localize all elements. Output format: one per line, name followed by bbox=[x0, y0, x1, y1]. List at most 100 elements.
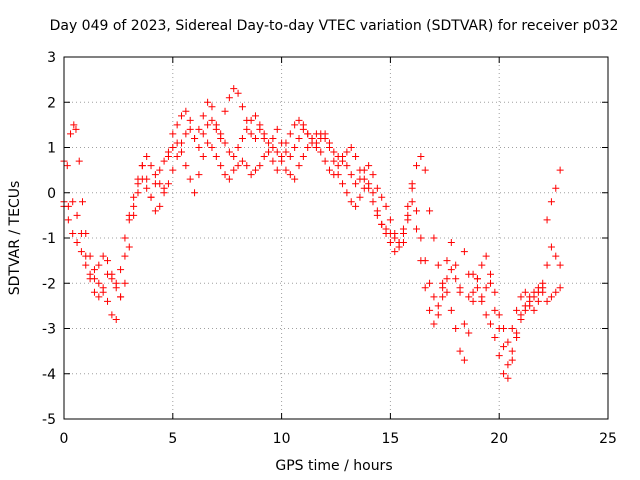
data-point bbox=[508, 325, 516, 332]
data-point bbox=[513, 329, 521, 337]
data-point bbox=[269, 134, 277, 142]
data-point bbox=[347, 198, 355, 206]
data-point bbox=[108, 270, 116, 278]
data-point bbox=[552, 288, 560, 296]
data-point bbox=[369, 171, 377, 179]
data-point bbox=[360, 166, 368, 174]
data-point bbox=[195, 144, 203, 151]
data-point bbox=[552, 252, 560, 260]
data-point bbox=[517, 315, 525, 323]
data-point bbox=[404, 216, 412, 224]
data-point bbox=[112, 315, 120, 323]
data-point bbox=[208, 103, 216, 111]
data-point bbox=[238, 157, 246, 165]
data-point bbox=[69, 198, 77, 206]
data-point bbox=[208, 116, 216, 124]
data-point bbox=[195, 171, 203, 179]
data-point bbox=[330, 148, 338, 156]
y-tick-label: -1 bbox=[42, 231, 56, 247]
y-tick-label: -4 bbox=[42, 367, 56, 383]
data-point bbox=[82, 252, 90, 260]
data-point bbox=[95, 293, 103, 301]
data-point bbox=[395, 239, 403, 247]
data-point bbox=[356, 175, 364, 183]
data-point bbox=[247, 130, 255, 138]
axis-ticks: 0 5 10 15 20 25 -5 -4 -3 -2 -1 0 1 2 3 bbox=[42, 50, 617, 447]
data-point bbox=[212, 125, 220, 133]
data-point bbox=[482, 252, 490, 260]
data-point bbox=[221, 171, 229, 179]
data-point bbox=[330, 171, 338, 179]
data-point bbox=[256, 162, 264, 170]
data-point bbox=[352, 180, 360, 188]
data-point bbox=[130, 202, 138, 210]
data-point bbox=[439, 293, 447, 301]
data-point bbox=[247, 116, 255, 124]
data-point bbox=[295, 134, 303, 142]
data-point bbox=[486, 270, 494, 278]
data-point bbox=[347, 171, 355, 179]
data-point bbox=[269, 144, 277, 151]
data-point bbox=[169, 144, 177, 151]
x-tick-label: 20 bbox=[490, 431, 508, 447]
data-point bbox=[90, 266, 98, 274]
data-point bbox=[430, 320, 438, 328]
chart-title: Day 049 of 2023, Sidereal Day-to-day VTE… bbox=[50, 18, 619, 34]
data-point bbox=[63, 162, 71, 170]
data-point bbox=[265, 139, 273, 147]
data-point bbox=[77, 248, 85, 256]
data-point bbox=[121, 234, 129, 242]
data-point bbox=[500, 370, 508, 378]
data-point bbox=[108, 311, 116, 319]
data-point bbox=[178, 148, 186, 156]
data-point bbox=[339, 157, 347, 165]
data-point bbox=[356, 193, 364, 201]
data-point bbox=[278, 139, 286, 147]
data-point bbox=[508, 347, 516, 355]
data-point bbox=[443, 275, 451, 283]
x-axis-title: GPS time / hours bbox=[275, 458, 392, 474]
data-point bbox=[191, 134, 199, 142]
data-point bbox=[508, 356, 516, 364]
data-point bbox=[282, 166, 290, 174]
data-point bbox=[286, 171, 294, 179]
data-point bbox=[404, 202, 412, 210]
data-point bbox=[365, 162, 373, 170]
data-point bbox=[134, 175, 142, 183]
data-point bbox=[208, 144, 216, 151]
data-point bbox=[543, 297, 551, 305]
data-point bbox=[465, 270, 473, 278]
data-point bbox=[526, 302, 534, 310]
data-point bbox=[378, 193, 386, 201]
data-point bbox=[469, 297, 477, 305]
data-point bbox=[452, 261, 460, 269]
data-point bbox=[452, 275, 460, 283]
data-point bbox=[430, 293, 438, 301]
data-point bbox=[230, 166, 238, 174]
data-point bbox=[426, 207, 434, 215]
data-point bbox=[343, 189, 351, 197]
data-point bbox=[421, 166, 429, 174]
data-point bbox=[117, 266, 125, 274]
y-tick-label: 1 bbox=[47, 141, 56, 157]
data-point bbox=[413, 162, 421, 170]
data-point bbox=[125, 243, 133, 251]
data-point bbox=[386, 216, 394, 224]
data-point bbox=[217, 162, 225, 170]
data-point bbox=[121, 252, 129, 260]
data-point bbox=[234, 162, 242, 170]
data-point bbox=[391, 229, 399, 237]
data-point bbox=[178, 112, 186, 120]
data-point bbox=[112, 279, 120, 287]
data-point bbox=[104, 257, 112, 265]
data-point bbox=[251, 112, 259, 120]
data-point bbox=[260, 130, 268, 138]
data-point bbox=[460, 320, 468, 328]
data-point bbox=[251, 134, 259, 142]
series-track-a bbox=[60, 85, 564, 382]
data-point bbox=[182, 107, 190, 115]
data-point bbox=[273, 166, 281, 174]
data-point bbox=[69, 229, 77, 237]
data-point bbox=[178, 139, 186, 147]
data-point bbox=[504, 338, 512, 346]
